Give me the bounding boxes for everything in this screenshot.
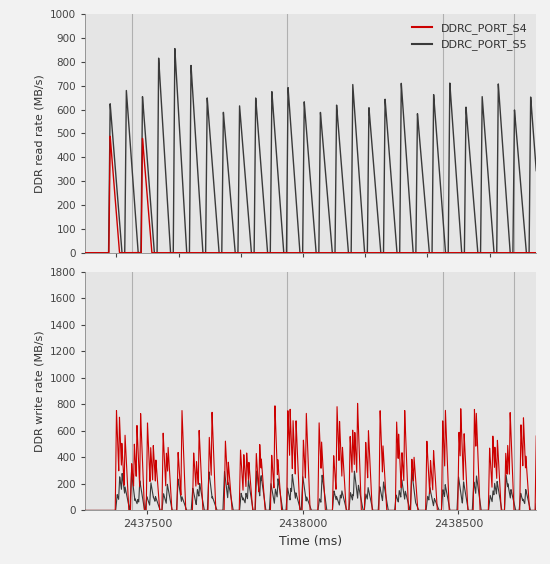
Y-axis label: DDR read rate (MB/s): DDR read rate (MB/s)	[35, 74, 45, 193]
Y-axis label: DDR write rate (MB/s): DDR write rate (MB/s)	[35, 331, 45, 452]
X-axis label: Time (ms): Time (ms)	[279, 535, 342, 548]
Legend: DDRC_PORT_S4, DDRC_PORT_S5: DDRC_PORT_S4, DDRC_PORT_S5	[409, 20, 531, 54]
